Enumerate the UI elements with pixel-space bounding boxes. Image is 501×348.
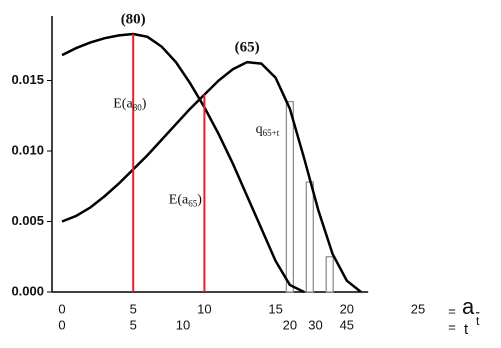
x-tick-label: 5 bbox=[130, 301, 137, 316]
t-tick-label: 0 bbox=[58, 317, 65, 332]
curve bbox=[61, 60, 362, 293]
t-tick-label: 30 bbox=[308, 317, 322, 332]
bar bbox=[285, 101, 294, 293]
x-label-sub: t bbox=[476, 314, 480, 328]
annotation-sub: 65+t bbox=[263, 128, 280, 138]
series-label: (80) bbox=[121, 11, 146, 27]
x-tick-label: 25 bbox=[411, 301, 425, 316]
x-tick-label: 15 bbox=[268, 301, 282, 316]
equals-sign: = bbox=[448, 319, 456, 334]
x-tick-label: 20 bbox=[340, 301, 354, 316]
equals-sign: = bbox=[448, 303, 456, 318]
series-label: (65) bbox=[235, 40, 260, 56]
x-label: a bbox=[462, 294, 475, 319]
x-tick-label: 10 bbox=[197, 301, 211, 316]
t-tick-label: 5 bbox=[130, 317, 137, 332]
annotation-text: E(a bbox=[113, 97, 133, 112]
annotation-sub: 65 bbox=[188, 198, 198, 208]
annotation: E(a80) bbox=[113, 97, 146, 113]
t-tick-label: 20 bbox=[283, 317, 297, 332]
annotation-sub: 80 bbox=[133, 103, 143, 113]
annotation: q65+t bbox=[256, 122, 280, 138]
y-tick-label: 0.015 bbox=[11, 72, 44, 87]
y-tick-label: 0.010 bbox=[11, 142, 44, 157]
annotation-end: ) bbox=[142, 97, 147, 112]
bar bbox=[305, 181, 314, 293]
x-tick-label: 0 bbox=[58, 301, 65, 316]
y-tick-label: 0.000 bbox=[11, 283, 44, 298]
t-tick-label: 10 bbox=[176, 317, 190, 332]
y-tick-label: 0.005 bbox=[11, 213, 44, 228]
annotation-text: E(a bbox=[169, 193, 189, 208]
annotation-end: ) bbox=[197, 193, 202, 208]
t-tick-label: 45 bbox=[340, 317, 354, 332]
annotation-text: q bbox=[256, 122, 263, 137]
t-label: t bbox=[464, 321, 469, 338]
annotation: E(a65) bbox=[169, 193, 202, 209]
curve bbox=[61, 32, 305, 294]
bar bbox=[325, 256, 334, 293]
